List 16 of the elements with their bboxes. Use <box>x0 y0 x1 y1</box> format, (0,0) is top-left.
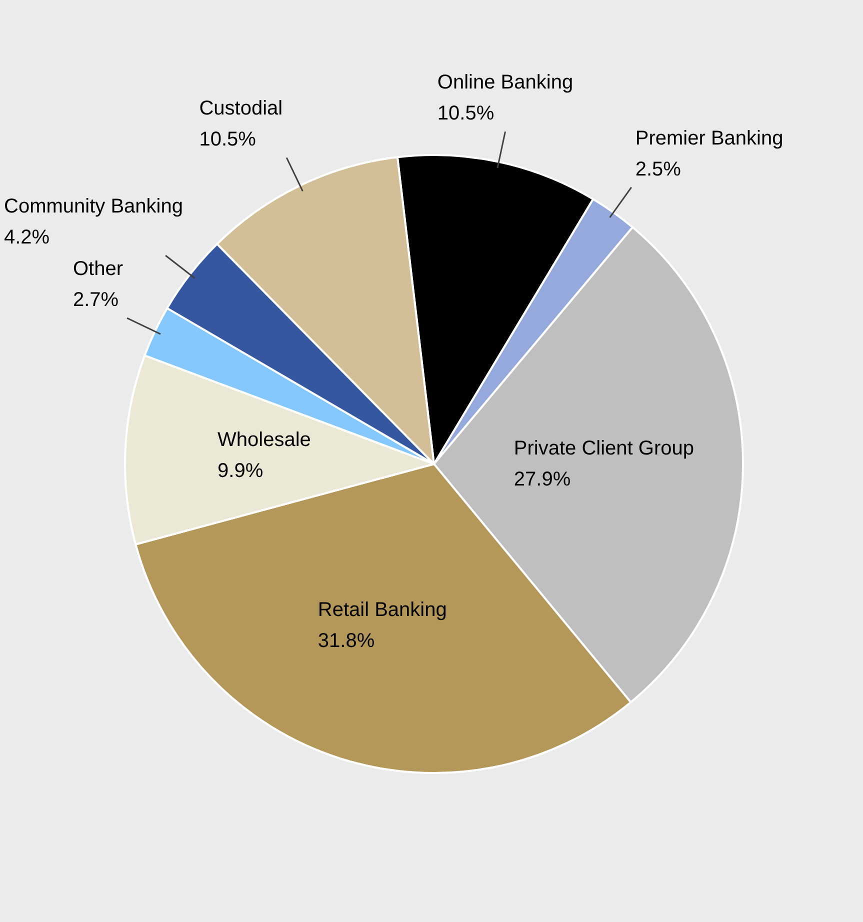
data-label: 2.7% <box>72 289 119 312</box>
slice-label: Wholesale <box>218 428 311 451</box>
slice-label: Premier Banking <box>635 127 784 150</box>
data-label: 10.5% <box>199 128 256 151</box>
slice-label: Retail Banking <box>318 598 447 621</box>
slice-label: Other <box>72 258 124 280</box>
data-label: 2.5% <box>635 158 682 180</box>
data-label: 31.8% <box>318 630 375 652</box>
data-label: 9.9% <box>218 460 264 482</box>
data-label: 10.5% <box>437 102 494 125</box>
slice-label: Private Client Group <box>514 438 694 460</box>
slice-label: Community Banking <box>4 196 183 218</box>
slice-label: Online Banking <box>437 72 574 94</box>
data-label: 4.2% <box>4 226 50 248</box>
slice-label: Custodial <box>199 98 283 120</box>
data-label: 27.9% <box>514 468 571 491</box>
